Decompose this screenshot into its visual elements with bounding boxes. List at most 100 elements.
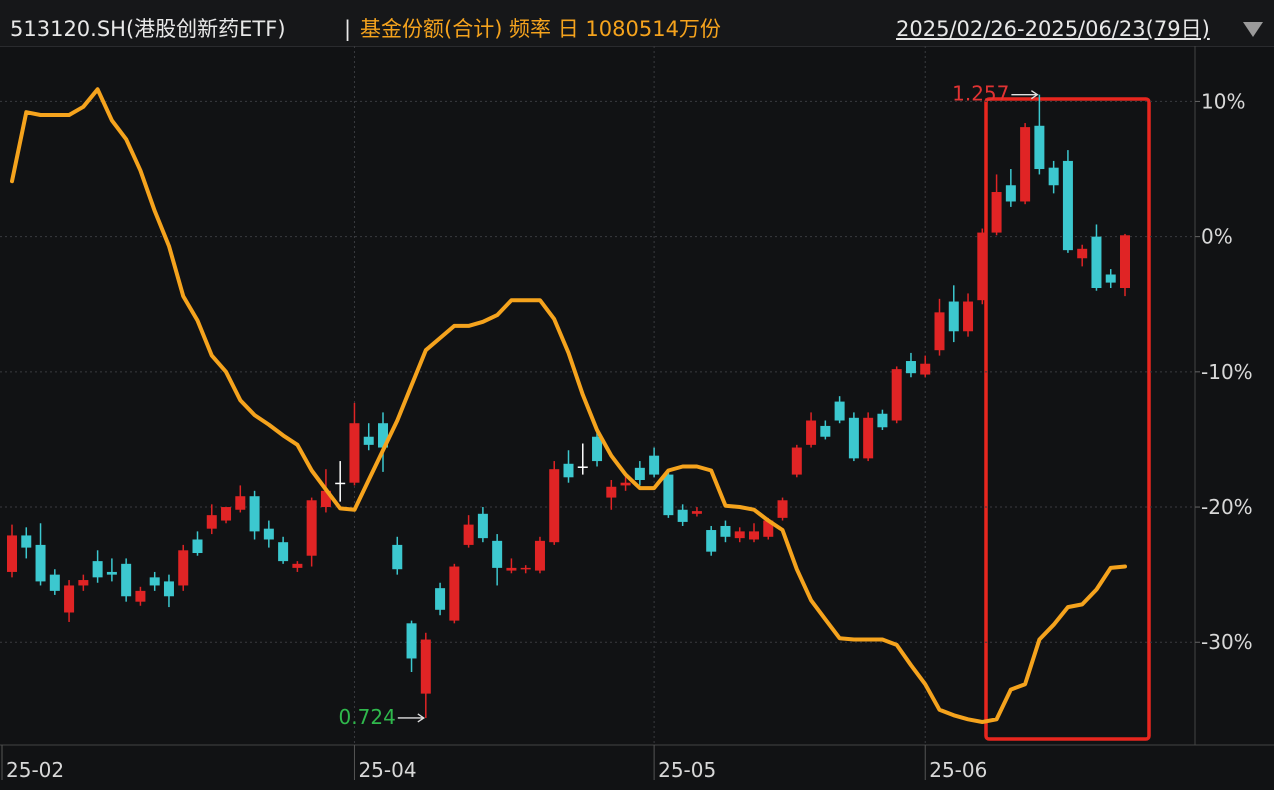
- candle-body: [335, 482, 346, 485]
- highlight-box: [984, 97, 1151, 741]
- candle-body: [492, 540, 503, 568]
- x-tick-label: 25-05: [658, 758, 716, 782]
- candle-body: [734, 531, 745, 539]
- candle-body: [506, 567, 517, 571]
- candle-body: [520, 567, 531, 570]
- candle-body: [64, 585, 75, 613]
- candle-body: [1105, 274, 1116, 283]
- candle-body: [820, 425, 831, 437]
- candle-body: [163, 581, 174, 597]
- candle-body: [206, 515, 217, 529]
- candle-body: [278, 542, 289, 562]
- annotation-arrow: [397, 713, 425, 723]
- price-annotation: 0.724: [339, 705, 396, 729]
- candle-body: [249, 496, 260, 532]
- annotation-arrow: [1011, 90, 1039, 100]
- candle-body: [78, 580, 89, 586]
- y-tick-label: -10%: [1201, 360, 1253, 384]
- candle-body: [649, 455, 660, 475]
- date-range[interactable]: 2025/02/26-2025/06/23(79日): [896, 17, 1210, 41]
- candle-body: [877, 413, 888, 428]
- candle-body: [7, 535, 17, 572]
- candle-body: [905, 361, 916, 374]
- header: 513120.SH(港股创新药ETF) | 基金份额(合计) 频率 日 1080…: [0, 0, 1274, 47]
- candle-body: [920, 363, 931, 375]
- candle-body: [691, 511, 702, 514]
- candle-body: [378, 423, 388, 448]
- fund-code: 513120.SH(港股创新药ETF): [10, 17, 286, 41]
- candle-body: [92, 561, 103, 578]
- candle-body: [392, 544, 403, 570]
- candle-body: [135, 590, 146, 602]
- candle-body: [406, 623, 417, 659]
- candle-body: [192, 539, 203, 554]
- candle-body: [1091, 236, 1102, 289]
- candle-body: [363, 436, 374, 445]
- separator: |: [344, 17, 352, 41]
- x-tick-label: 25-04: [358, 758, 416, 782]
- dropdown-arrow[interactable]: [1242, 20, 1264, 40]
- indicator: 基金份额(合计) 频率 日 1080514万份: [360, 17, 721, 41]
- candle-body: [706, 530, 717, 552]
- y-tick-label: 0%: [1201, 225, 1233, 249]
- candle-body: [677, 509, 688, 522]
- candle-body: [749, 531, 759, 540]
- candle-body: [834, 401, 845, 421]
- candle-body: [235, 496, 246, 510]
- candle-body: [320, 490, 331, 508]
- candle-body: [606, 486, 617, 498]
- candle-body: [777, 500, 788, 518]
- y-tick-label: -20%: [1201, 495, 1253, 519]
- candle-body: [549, 469, 560, 543]
- candle-body: [349, 423, 360, 483]
- candle-body: [848, 417, 859, 459]
- y-tick-label: -30%: [1201, 630, 1253, 654]
- candle-body: [1020, 127, 1031, 202]
- candle-body: [292, 563, 303, 568]
- candle-body: [435, 588, 446, 610]
- candle-body: [121, 563, 132, 597]
- candle-body: [948, 301, 959, 332]
- candle-body: [35, 544, 46, 582]
- candle-body: [49, 574, 60, 591]
- candle-body: [891, 369, 902, 421]
- candle-body: [592, 436, 603, 462]
- candle-body: [763, 520, 774, 537]
- share-line: [10, 87, 1127, 724]
- candle-body: [1034, 125, 1045, 170]
- candle-body: [1005, 185, 1016, 202]
- candle-body: [634, 467, 645, 481]
- candle-body: [720, 525, 731, 537]
- candle-body: [963, 301, 974, 332]
- candle-body: [106, 571, 117, 575]
- y-tick-label: 10%: [1201, 89, 1245, 113]
- candle-body: [991, 192, 1002, 233]
- candle-body: [21, 535, 32, 548]
- price-annotation: 1.257: [952, 82, 1009, 106]
- candle-body: [178, 550, 189, 586]
- candle-body: [620, 482, 631, 486]
- candle-body: [534, 540, 545, 571]
- candle-body: [306, 500, 317, 556]
- candle-body: [221, 507, 232, 521]
- candle-body: [1120, 235, 1130, 289]
- candle-body: [463, 524, 474, 545]
- candle-body: [577, 466, 588, 468]
- x-tick-label: 25-02: [6, 758, 64, 782]
- candle-body: [263, 528, 274, 540]
- candle-body: [420, 639, 431, 694]
- candle-body: [149, 577, 160, 586]
- candle-body: [663, 474, 674, 516]
- x-tick-label: 25-06: [929, 758, 987, 782]
- candle-body: [863, 417, 874, 459]
- candle-body: [977, 232, 988, 301]
- candle-body: [477, 513, 488, 539]
- candle-body: [791, 447, 802, 475]
- candle-body: [1077, 248, 1088, 259]
- candle-body: [1062, 160, 1073, 251]
- candle-body: [563, 463, 574, 478]
- candle-body: [934, 312, 945, 351]
- candle-body: [449, 566, 460, 621]
